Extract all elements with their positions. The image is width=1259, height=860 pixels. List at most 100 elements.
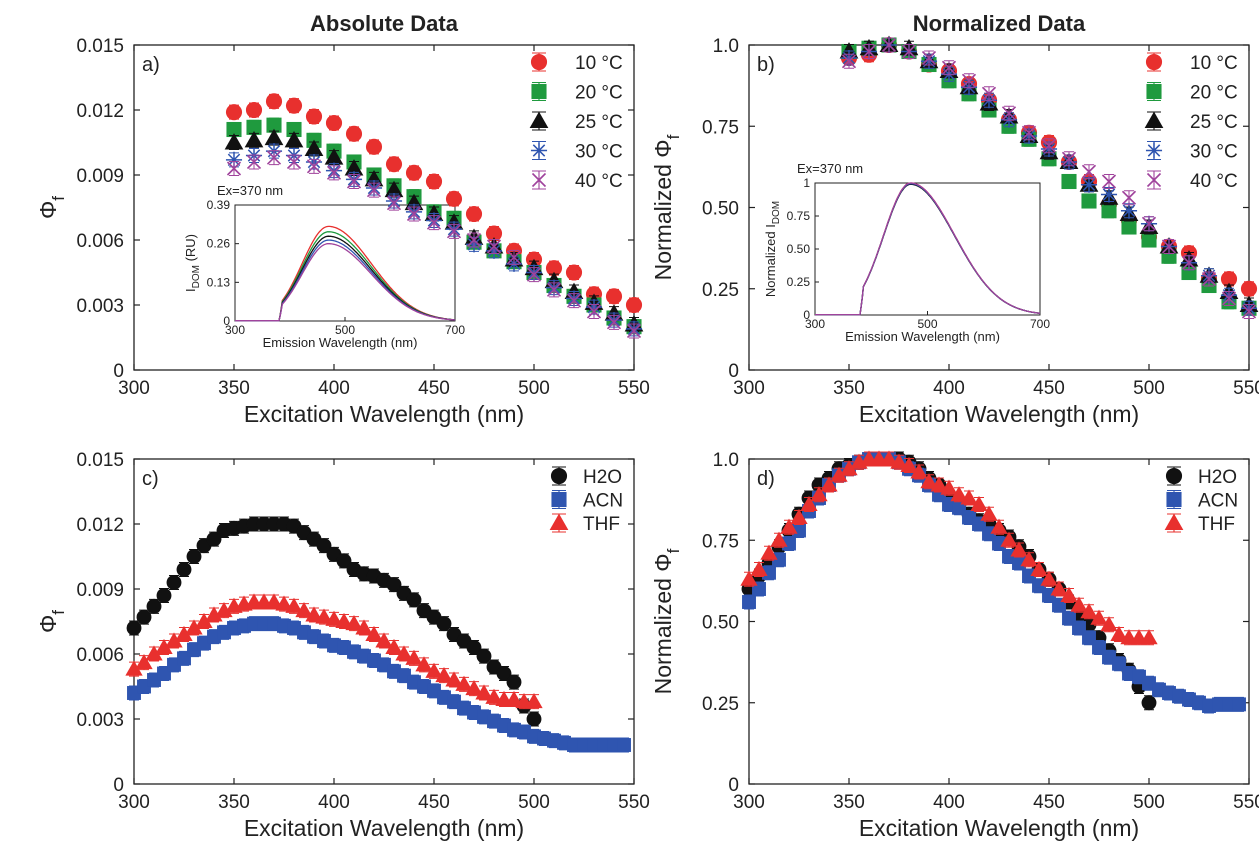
inset-y-tick-label: 0.13 [207,275,231,289]
legend-label: 40 °C [1190,171,1238,192]
x-axis-label: Excitation Wavelength (nm) [244,401,524,427]
data-point [324,148,344,165]
inset-chart: 300 500 700 0 0.25 0.50 0.75 1 Emission Waveleng… [763,161,1050,344]
data-point [126,620,142,636]
legend-label: THF [1198,514,1235,535]
x-tick-label: 450 [418,792,450,813]
plot-frame [133,44,635,371]
data-point [792,523,806,538]
panel-d: 300 350 400 450 500 550 0 0.25 0.50 0.75 1.0 Excita… [650,450,1259,841]
data-point [455,675,473,691]
data-point [285,97,303,114]
data-point [881,37,897,53]
inset-y-tick-label: 0.75 [787,209,811,223]
data-point [1120,202,1138,219]
y-tick-label: 0.012 [76,515,124,536]
x-tick-label: 300 [733,792,765,813]
data-point [265,593,283,609]
legend-marker [531,172,547,188]
data-point [1030,560,1048,576]
legend-marker [1146,172,1162,188]
data-point [617,738,631,752]
x-tick-label: 400 [318,792,350,813]
legend-marker [1145,53,1163,71]
data-point [496,666,512,681]
data-point [565,264,583,281]
data-point [215,602,233,618]
x-tick-label: 350 [218,792,250,813]
data-point [1101,203,1117,219]
data-point [395,645,413,661]
legend-label: 20 °C [1190,83,1238,104]
data-point [284,130,304,148]
inset-y-tick-label: 0.25 [787,275,811,289]
y-axis-label-sub: f [664,134,683,139]
data-point [941,60,957,75]
inset-y-tick-label: 0 [223,314,230,328]
legend-marker [1166,491,1182,508]
y-tick-label: 0.50 [702,613,739,634]
series-0 [225,93,643,314]
data-point [1080,603,1098,619]
data-point [385,156,403,173]
legend-marker [1146,83,1162,100]
data-point [1100,616,1118,632]
y-tick-label: 0.006 [76,645,124,666]
series-4 [226,150,642,339]
inset-x-tick-label: 700 [445,323,465,337]
data-point [861,44,877,59]
inset-x-axis-label: Emission Wavelength (nm) [845,329,1000,344]
x-tick-label: 450 [418,378,450,399]
data-point [335,612,353,628]
data-point [1181,264,1197,281]
inset-y-tick-label: 0.39 [207,198,231,212]
data-point [135,654,153,670]
data-point [344,159,364,176]
inset-y-tick-label: 0.50 [787,242,811,256]
data-point [415,656,433,672]
inset-frame [234,204,456,322]
y-tick-label: 0 [728,361,739,382]
y-tick-label: 0.003 [76,710,124,731]
data-point [206,531,222,547]
data-point [305,108,323,125]
x-tick-label: 400 [318,378,350,399]
y-tick-label: 0.009 [76,580,124,601]
y-axis-label-main: Normalized Φ [650,553,676,694]
data-point [880,450,898,466]
data-point [1001,106,1017,121]
series-2 [740,450,1158,646]
y-tick-label: 1.0 [713,36,739,57]
data-point [265,93,283,110]
data-point [186,549,202,564]
data-point [980,505,998,521]
data-point [1141,232,1157,248]
y-axis-label-sub: f [664,548,683,553]
y-tick-label: 0 [113,775,124,796]
data-point [990,518,1008,534]
data-point [606,315,622,330]
data-point [505,690,523,706]
data-point [486,239,502,254]
data-point [336,553,352,569]
data-point [295,602,313,618]
data-point [526,267,542,282]
x-tick-label: 500 [518,378,550,399]
data-point [961,73,977,88]
data-point [355,619,373,635]
data-point [156,588,172,603]
y-axis-label: Normalized Φf [650,548,683,694]
x-tick-label: 500 [1133,792,1165,813]
data-point [185,619,203,635]
y-axis-label-main: Φ [35,615,61,633]
legend-label: 25 °C [575,112,623,133]
x-axis-label: Excitation Wavelength (nm) [244,815,524,841]
inset-x-tick-label: 300 [805,317,825,331]
data-point [762,565,776,580]
legend-marker [1144,111,1164,129]
data-point [365,138,383,155]
data-point [1060,586,1078,602]
data-point [485,688,503,704]
data-point [304,139,324,157]
